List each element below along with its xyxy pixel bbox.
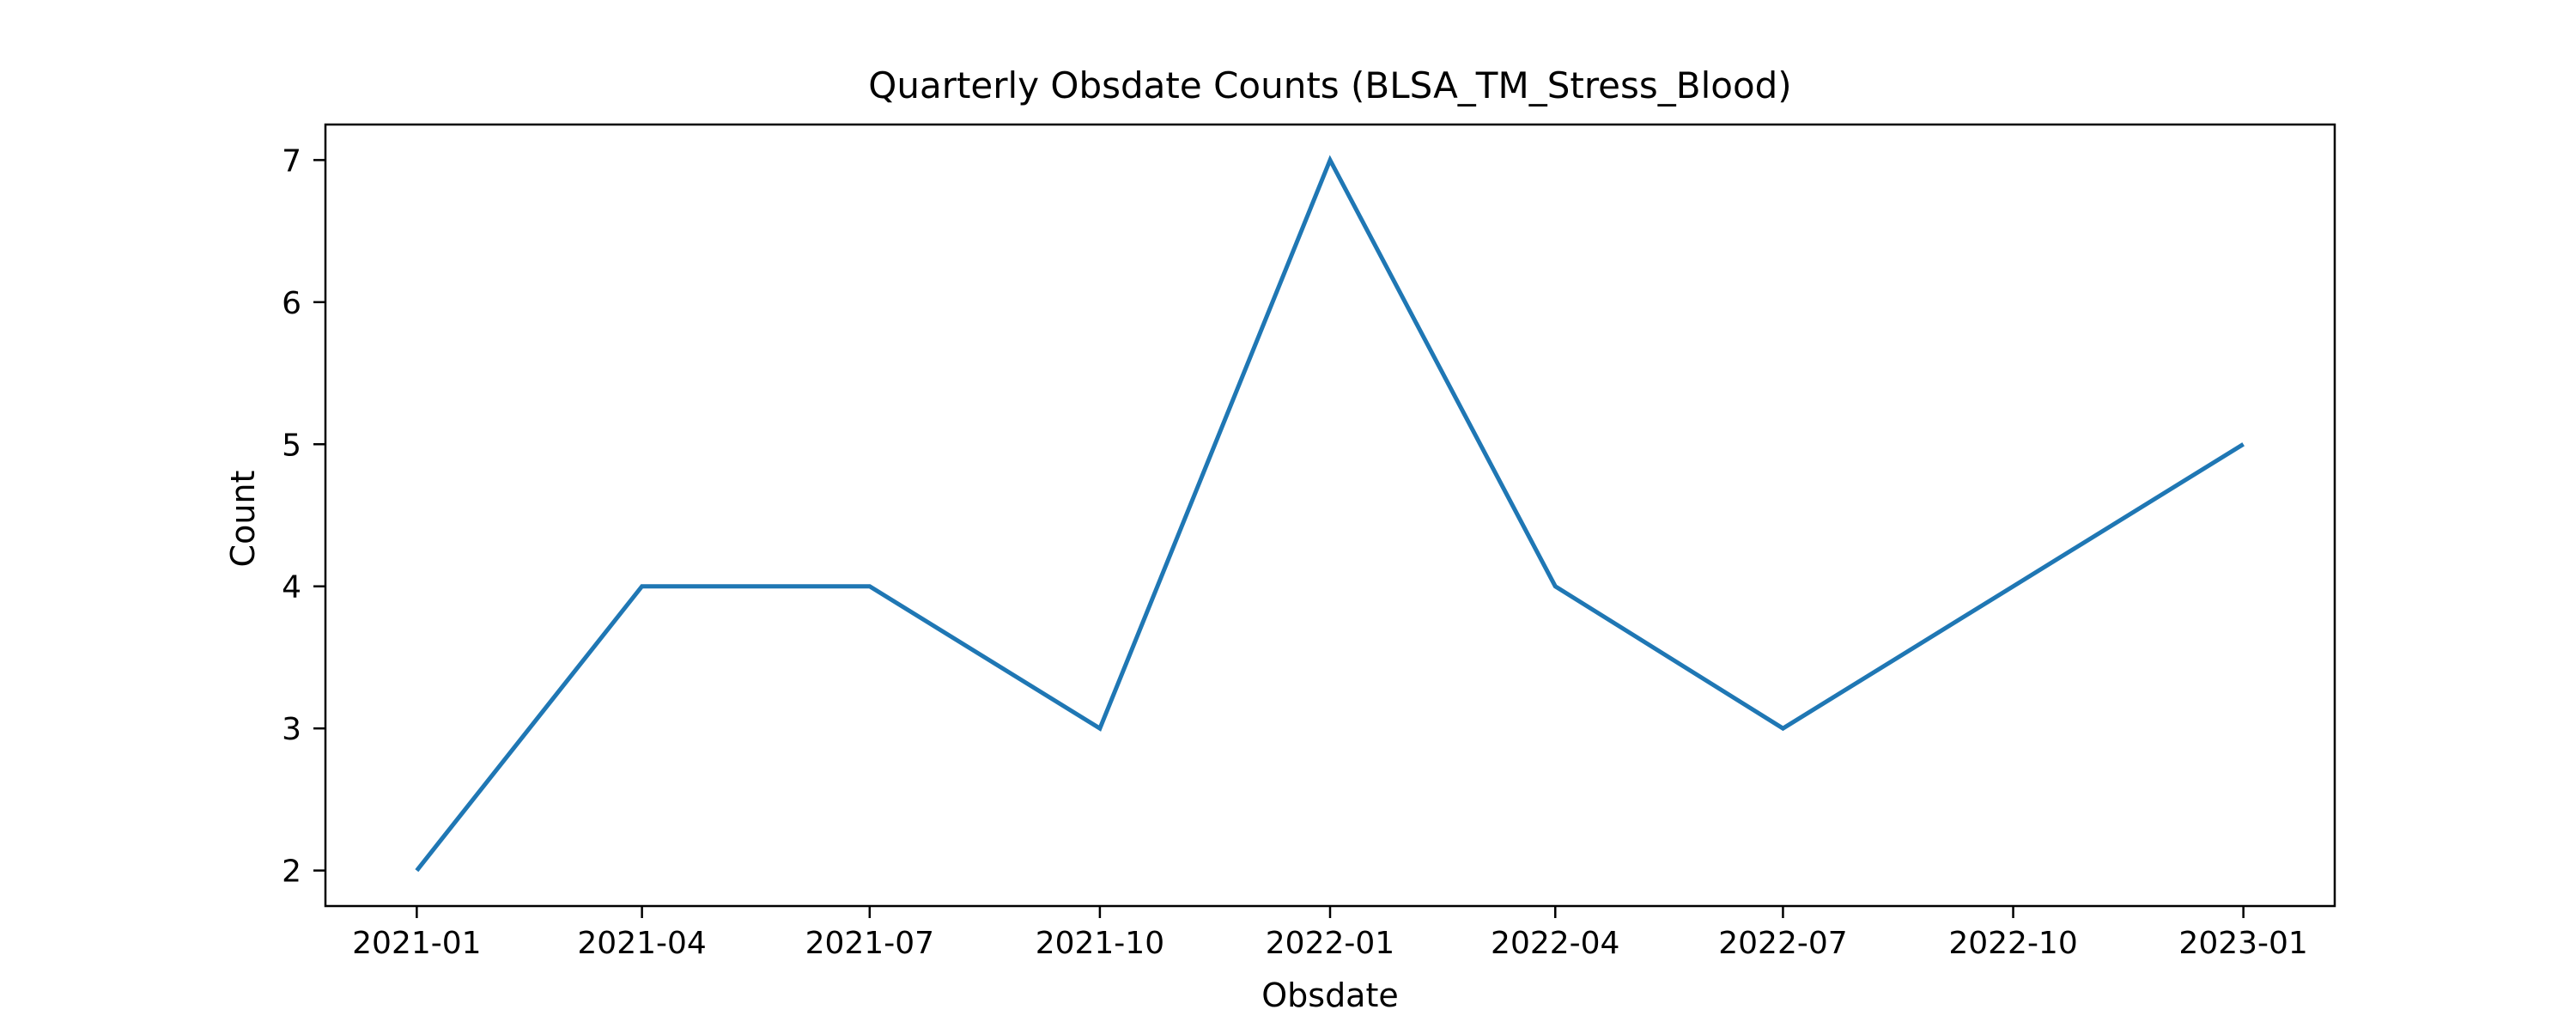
x-tick-label: 2021-07	[805, 926, 934, 961]
series-line	[415, 155, 2245, 873]
y-tick-label: 2	[282, 855, 301, 890]
x-axis-label: Obsdate	[1261, 976, 1399, 1014]
x-tick-label: 2023-01	[2178, 926, 2307, 961]
x-tick-label: 2021-04	[577, 926, 706, 961]
x-tick-label: 2021-01	[352, 926, 481, 961]
x-tick-label: 2022-01	[1266, 926, 1394, 961]
x-tick-label: 2021-10	[1036, 926, 1164, 961]
x-axis: 2021-01 2021-04 2021-07 2021-10 2022-01 2022-…	[352, 906, 2308, 961]
series-layer	[415, 155, 2245, 873]
y-tick-label: 6	[282, 286, 301, 321]
y-tick-label: 7	[282, 143, 301, 179]
x-tick-label: 2022-04	[1491, 926, 1619, 961]
plot-area-frame	[324, 123, 2336, 908]
y-tick-label: 3	[282, 712, 301, 747]
y-tick-label: 5	[282, 428, 301, 463]
x-tick-label: 2022-07	[1718, 926, 1847, 961]
y-axis: 2 3 4 5 6 7	[282, 143, 325, 890]
y-axis-label: Count	[224, 471, 262, 568]
y-tick-label: 4	[282, 570, 301, 605]
x-tick-label: 2022-10	[1948, 926, 2077, 961]
chart-title: Quarterly Obsdate Counts (BLSA_TM_Stress…	[868, 64, 1791, 106]
